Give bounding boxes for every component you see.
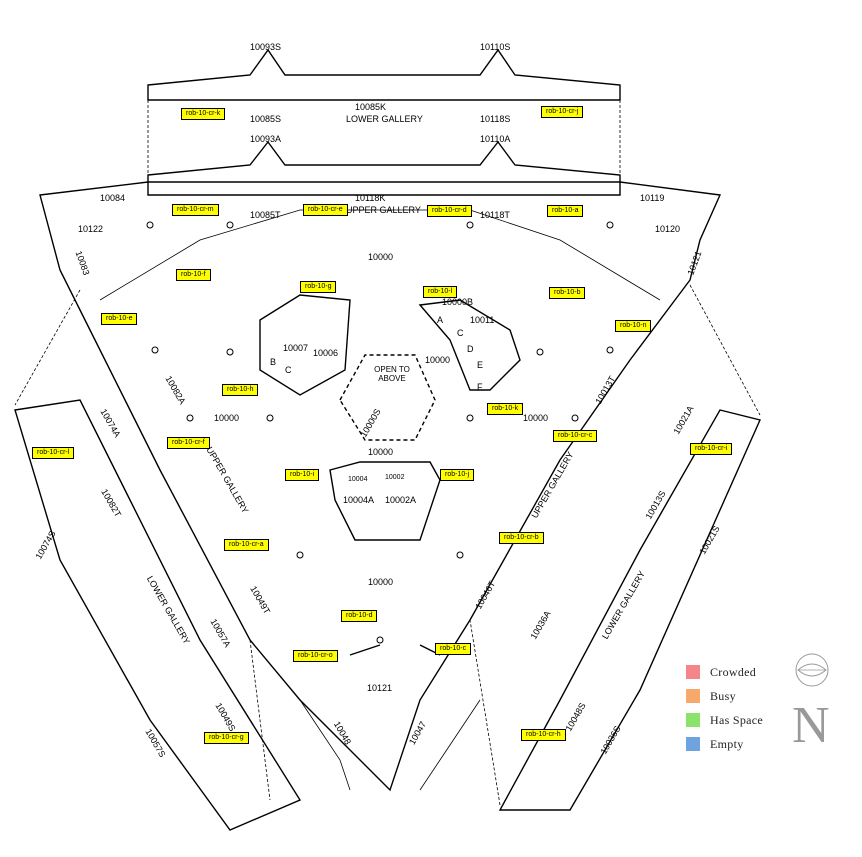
room-letter: B [270,357,277,367]
legend-item-crowded: Crowded [686,660,796,684]
legend-label: Crowded [710,664,757,679]
room-number: 10085S [250,114,282,124]
room-number: 10118K [355,193,386,203]
room-letter: C [285,365,292,375]
room-number: 10093S [250,42,282,52]
north-letter: N [792,697,830,754]
legend-label: Has Space [710,712,764,727]
room-number: 10004A [343,495,375,505]
legend-item-has-space: Has Space [686,708,796,732]
room-letter: D [467,344,474,354]
open-to-above-label: OPEN TO ABOVE [374,365,410,383]
room-number: 10093A [250,134,282,144]
room-number: 10000 [214,413,240,423]
legend-swatch [686,713,700,727]
room-label-k[interactable]: rob-10-k [487,403,524,415]
room-label-cr-b[interactable]: rob-10-cr-b [499,532,544,544]
room-label-d[interactable]: rob-10-d [341,610,378,622]
room-label-cr-k[interactable]: rob-10-cr-k [181,108,226,120]
column-dots [146,221,614,644]
room-number: 10002A [385,495,417,505]
room-label-cr-i[interactable]: rob-10-cr-i [690,443,733,455]
legend-label: Busy [710,688,736,703]
legend-label: Empty [710,736,744,751]
room-number: 10000 [368,252,394,262]
room-number: 10121 [367,683,393,693]
gallery-label: UPPER GALLERY [346,205,421,215]
room-label-cr-j[interactable]: rob-10-cr-j [541,106,584,118]
room-number: 10120 [655,224,681,234]
legend-item-busy: Busy [686,684,796,708]
room-label-g[interactable]: rob-10-g [300,281,337,293]
occupancy-legend: Crowded Busy Has Space Empty [686,660,796,756]
room-label-a[interactable]: rob-10-a [547,205,584,217]
room-label-j[interactable]: rob-10-j [440,469,475,481]
room-number: 10000 [368,447,394,457]
room-number: 10000 [425,355,451,365]
room-number: 10000B [442,297,474,307]
legend-swatch [686,737,700,751]
room-label-cr-f[interactable]: rob-10-cr-f [167,437,210,449]
room-label-l[interactable]: rob-10-l [423,286,458,298]
room-label-cr-g[interactable]: rob-10-cr-g [204,732,249,744]
room-number: 10007 [283,343,309,353]
room-number: 10006 [313,348,339,358]
gallery-label: LOWER GALLERY [346,114,423,124]
room-number: 10085T [250,210,281,220]
room-label-cr-l[interactable]: rob-10-cr-l [32,447,75,459]
room-label-cr-a[interactable]: rob-10-cr-a [224,539,269,551]
room-number: 10004 [348,476,368,483]
room-label-cr-o[interactable]: rob-10-cr-o [293,650,338,662]
room-label-h[interactable]: rob-10-h [222,384,259,396]
room-label-cr-h[interactable]: rob-10-cr-h [521,729,566,741]
room-label-f[interactable]: rob-10-f [176,269,211,281]
room-number: 10085K [355,102,387,112]
room-label-cr-m[interactable]: rob-10-cr-m [172,204,219,216]
room-number: 10118S [480,114,511,124]
room-label-e[interactable]: rob-10-e [101,313,138,325]
room-label-n[interactable]: rob-10-n [615,320,652,332]
room-letter: A [437,315,444,325]
room-label-c[interactable]: rob-10-c [435,643,472,655]
room-letter: E [477,360,484,370]
legend-swatch [686,665,700,679]
compass-rose-icon: N [790,650,840,765]
room-number: 10084 [100,193,126,203]
room-number: 10118T [480,210,510,220]
legend-item-empty: Empty [686,732,796,756]
room-number: 10110S [480,42,511,52]
room-label-cr-e[interactable]: rob-10-cr-e [303,204,348,216]
room-label-b[interactable]: rob-10-b [549,287,586,299]
room-letter: F [477,382,483,392]
room-number: 10110A [480,134,511,144]
room-label-cr-c[interactable]: rob-10-cr-c [553,430,598,442]
room-label-i[interactable]: rob-10-i [285,469,320,481]
room-number: 10000 [368,577,394,587]
room-label-cr-d[interactable]: rob-10-cr-d [427,205,472,217]
legend-swatch [686,689,700,703]
room-number: 10119 [640,193,665,203]
room-number: 10122 [78,224,104,234]
room-letter: C [457,328,464,338]
room-number: 10011 [470,315,495,325]
building-outline [14,48,761,831]
room-number: 10000 [523,413,549,423]
room-number: 10002 [385,474,405,481]
